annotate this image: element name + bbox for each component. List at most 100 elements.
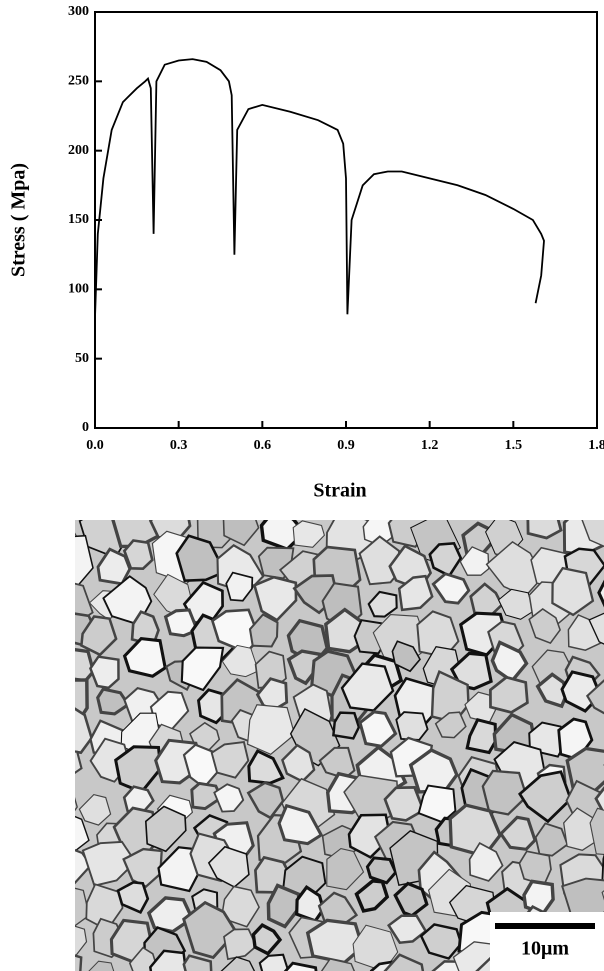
grain (75, 849, 93, 885)
grain (180, 646, 225, 692)
grain (489, 675, 529, 714)
grain (434, 711, 467, 739)
grain (89, 655, 120, 690)
grain (352, 924, 399, 971)
grain (88, 960, 115, 971)
grain (383, 786, 426, 822)
grain (246, 704, 296, 755)
y-tick-label: 100 (68, 282, 89, 297)
grain (148, 949, 188, 971)
grain (122, 636, 167, 678)
grain (534, 822, 569, 857)
grain (354, 879, 390, 913)
grain (213, 783, 245, 813)
x-tick-label: 0.3 (170, 438, 188, 453)
grain (75, 797, 78, 812)
grain (146, 896, 195, 934)
grain (258, 953, 290, 971)
grain (581, 520, 604, 548)
y-tick-label: 0 (82, 420, 89, 435)
x-axis-label: Strain (313, 480, 366, 502)
grain (365, 856, 398, 885)
grain (248, 613, 279, 648)
grain (144, 805, 187, 853)
grain (277, 803, 324, 846)
grain (449, 651, 493, 691)
grain (585, 679, 604, 715)
grain (75, 707, 94, 755)
grain (395, 711, 429, 741)
grain (292, 520, 326, 548)
grain (358, 535, 401, 586)
grain (283, 961, 318, 971)
grain (332, 711, 361, 740)
grain (459, 546, 490, 576)
grain (122, 539, 154, 571)
grain (175, 534, 227, 583)
grain (75, 925, 88, 958)
grain (465, 718, 498, 755)
x-tick-label: 1.2 (421, 438, 439, 453)
y-tick-label: 200 (68, 143, 89, 158)
grain (589, 807, 604, 856)
grain (251, 923, 283, 956)
grain (588, 612, 604, 645)
grain (266, 883, 302, 929)
grain (210, 741, 250, 779)
grain (81, 840, 137, 887)
grain (526, 520, 563, 540)
grain (75, 648, 96, 683)
grain (468, 841, 504, 882)
grain (498, 815, 537, 851)
grain (222, 520, 260, 547)
y-tick-label: 150 (68, 212, 89, 227)
x-tick-label: 0.9 (337, 438, 355, 453)
grain (75, 750, 83, 774)
grain (190, 781, 224, 811)
grain (528, 608, 561, 645)
grain (220, 885, 260, 928)
grain (431, 572, 471, 605)
grain (96, 687, 131, 716)
grain (358, 710, 398, 748)
grain (122, 847, 163, 889)
grain (252, 575, 298, 622)
y-axis-label: Stress ( Mpa) (8, 163, 30, 277)
grain (481, 769, 528, 816)
y-tick-label: 50 (75, 351, 89, 366)
grain (367, 590, 398, 618)
grain (223, 928, 258, 961)
grain (116, 880, 150, 914)
grain (387, 914, 428, 945)
stress-curve (94, 58, 545, 318)
x-tick-label: 0.0 (86, 438, 104, 453)
y-tick-label: 250 (68, 74, 89, 89)
grain (225, 571, 254, 602)
scale-bar-box (490, 912, 604, 971)
grain (528, 721, 568, 758)
x-tick-label: 1.8 (588, 438, 604, 453)
grain (535, 672, 569, 709)
grain (594, 786, 604, 817)
grain (78, 793, 112, 826)
grain (383, 953, 425, 971)
x-tick-label: 0.6 (254, 438, 272, 453)
grain (597, 579, 604, 608)
grain (75, 815, 90, 852)
grain (497, 588, 534, 620)
grain (419, 923, 463, 960)
grain (397, 574, 434, 612)
grain (80, 615, 118, 657)
grain (75, 532, 80, 545)
grain (326, 847, 365, 891)
grain (182, 954, 213, 971)
y-tick-label: 300 (68, 4, 89, 19)
x-tick-label: 1.5 (505, 438, 523, 453)
scale-bar-label: 10μm (521, 938, 569, 960)
scale-bar (495, 923, 595, 929)
grain (286, 649, 322, 686)
grain (221, 644, 259, 678)
grain (163, 608, 200, 638)
micrograph (75, 520, 604, 971)
